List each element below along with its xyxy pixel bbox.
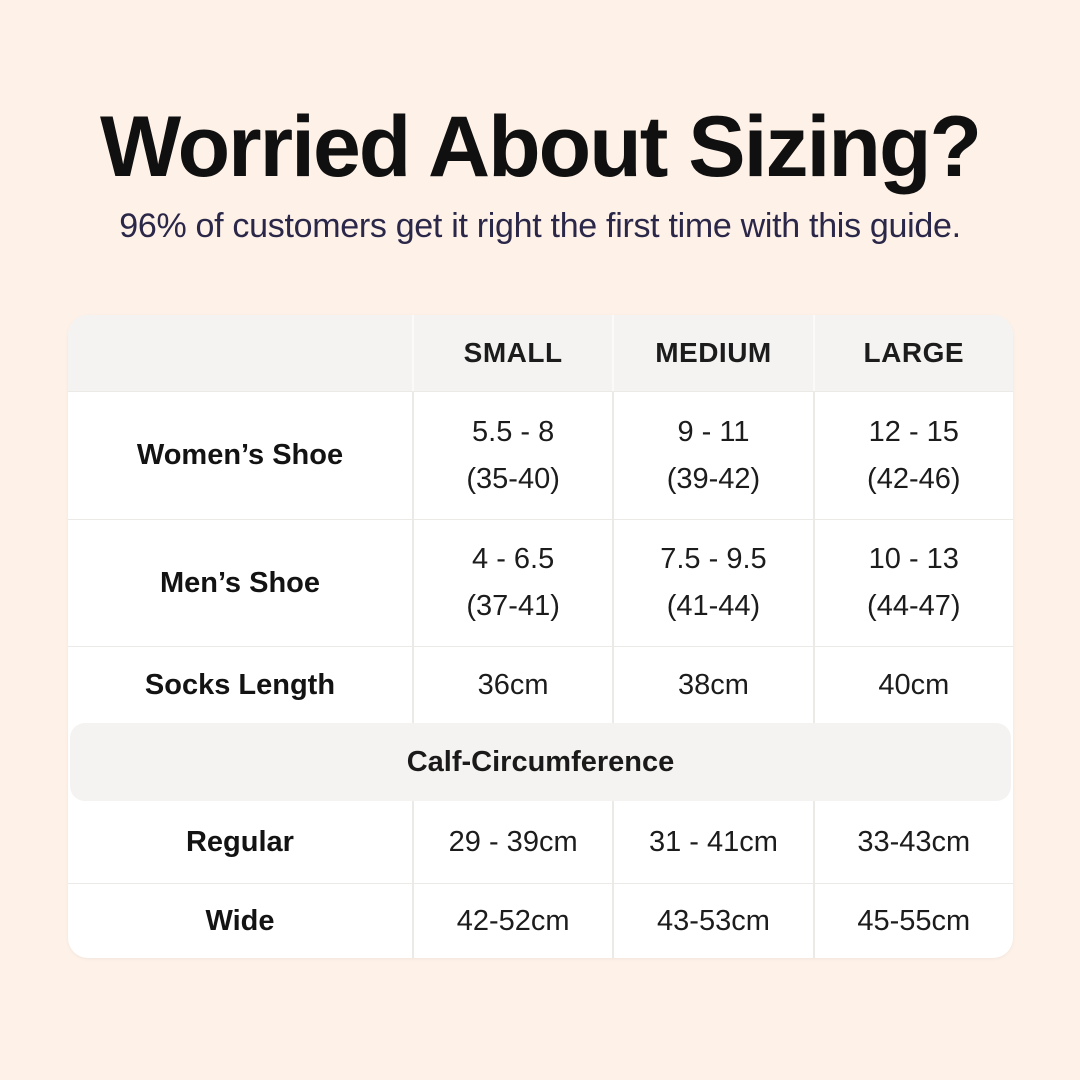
cell-line: 33-43cm xyxy=(857,825,971,858)
cell-regular-medium: 31 - 41cm xyxy=(612,801,812,883)
cell-line: 38cm xyxy=(678,668,749,701)
cell-socks-medium: 38cm xyxy=(612,647,812,723)
cell-mens-small: 4 - 6.5 (37-41) xyxy=(411,520,612,646)
cell-line: 31 - 41cm xyxy=(648,825,778,858)
table-row-womens-shoe: Women’s Shoe 5.5 - 8 (35-40) 9 - 11 (39-… xyxy=(68,391,1013,519)
cell-line: 12 - 15 xyxy=(868,415,959,448)
cell-wide-medium: 43-53cm xyxy=(612,884,812,958)
cell-line: 4 - 6.5 xyxy=(472,543,555,575)
table-row-socks-length: Socks Length 36cm 38cm 40cm xyxy=(68,646,1013,723)
row-label-regular: Regular xyxy=(185,825,294,858)
row-label-wide: Wide xyxy=(205,904,275,937)
column-header-large: LARGE xyxy=(812,315,1013,391)
table-row-mens-shoe: Men’s Shoe 4 - 6.5 (37-41) 7.5 - 9.5 (41… xyxy=(68,519,1013,646)
cell-line: 7.5 - 9.5 xyxy=(660,543,767,575)
row-label-womens-shoe: Women’s Shoe xyxy=(136,439,344,471)
cell-socks-large: 40cm xyxy=(812,647,1013,723)
cell-womens-small: 5.5 - 8 (35-40) xyxy=(411,392,612,519)
cell-line: 36cm xyxy=(477,668,549,701)
size-chart-card: SMALL MEDIUM LARGE Women’s Shoe 5.5 - 8 … xyxy=(68,315,1013,958)
header-empty-cell xyxy=(68,315,412,391)
cell-mens-medium: 7.5 - 9.5 (41-44) xyxy=(612,520,812,646)
page-title: Worried About Sizing? xyxy=(99,99,982,195)
cell-wide-large: 45-55cm xyxy=(812,884,1013,958)
cell-line: (41-44) xyxy=(666,590,761,622)
page-subtitle: 96% of customers get it right the first … xyxy=(119,207,961,245)
row-label-socks-length: Socks Length xyxy=(144,668,336,701)
row-label-mens-shoe: Men’s Shoe xyxy=(159,566,321,599)
section-header-calf-circumference: Calf-Circumference xyxy=(70,723,1011,801)
cell-line: 5.5 - 8 xyxy=(472,415,555,448)
table-row-wide: Wide 42-52cm 43-53cm 45-55cm xyxy=(68,883,1013,958)
cell-regular-large: 33-43cm xyxy=(812,801,1013,883)
cell-line: (35-40) xyxy=(466,462,560,495)
cell-line: (44-47) xyxy=(867,590,961,622)
table-header-row: SMALL MEDIUM LARGE xyxy=(68,315,1013,391)
cell-line: (42-46) xyxy=(867,462,961,495)
cell-womens-medium: 9 - 11 (39-42) xyxy=(612,392,812,519)
cell-womens-large: 12 - 15 (42-46) xyxy=(812,392,1013,519)
cell-mens-large: 10 - 13 (44-47) xyxy=(812,520,1013,646)
cell-line: 10 - 13 xyxy=(868,543,959,575)
cell-wide-small: 42-52cm xyxy=(411,884,612,958)
column-header-small: SMALL xyxy=(411,315,612,391)
cell-line: 42-52cm xyxy=(456,904,570,937)
cell-line: 43-53cm xyxy=(657,904,770,937)
cell-regular-small: 29 - 39cm xyxy=(411,801,612,883)
cell-line: 29 - 39cm xyxy=(448,825,578,858)
table-row-regular: Regular 29 - 39cm 31 - 41cm 33-43cm xyxy=(68,801,1013,883)
cell-line: (37-41) xyxy=(466,590,560,622)
column-header-medium: MEDIUM xyxy=(612,315,812,391)
cell-line: 40cm xyxy=(878,668,950,701)
cell-line: 45-55cm xyxy=(857,904,971,937)
cell-line: (39-42) xyxy=(666,462,761,495)
cell-socks-small: 36cm xyxy=(411,647,612,723)
cell-line: 9 - 11 xyxy=(677,415,750,448)
